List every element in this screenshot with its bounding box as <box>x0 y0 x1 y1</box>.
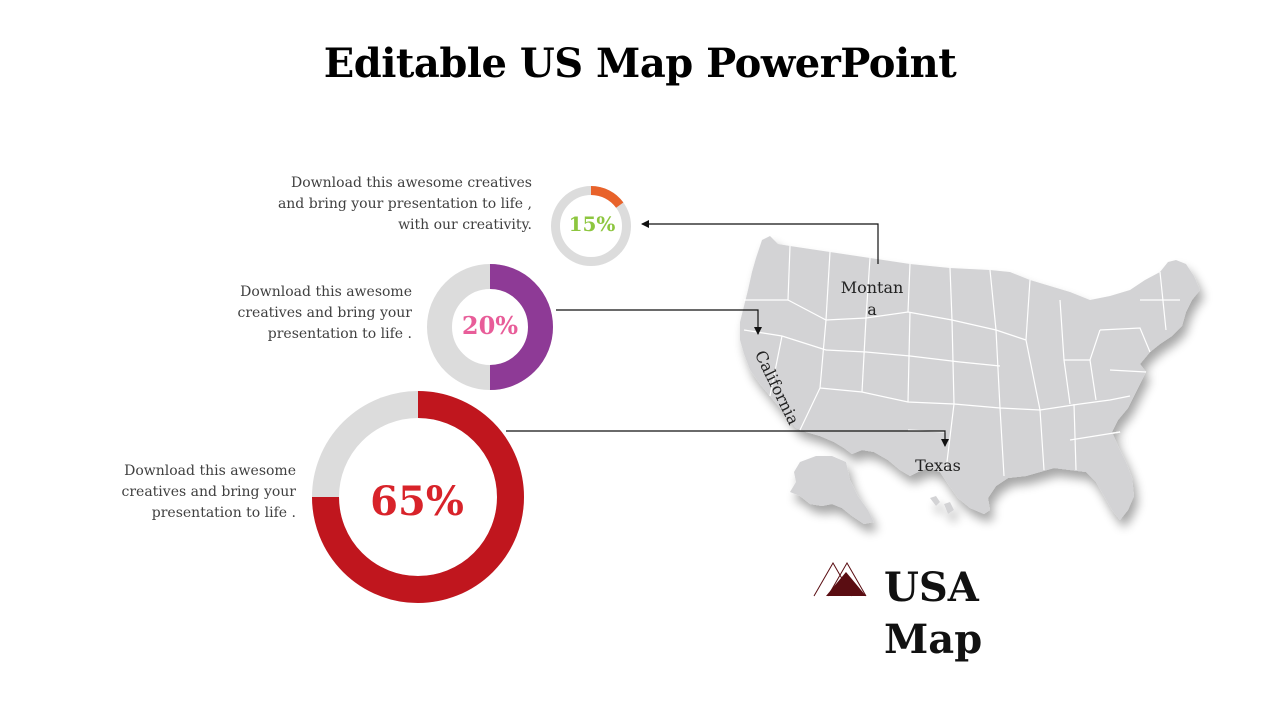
donut-ring-2 <box>427 264 553 390</box>
brand-line-1: USA <box>884 564 979 611</box>
description-3: Download this awesome creatives and brin… <box>121 463 296 521</box>
state-borders <box>743 245 1180 477</box>
donut-ring-1 <box>551 186 631 266</box>
map-label-montana: Montan a <box>840 278 904 319</box>
description-1: Download this awesome creatives and brin… <box>277 175 532 233</box>
us-map <box>740 236 1200 524</box>
donut-ring-3 <box>312 391 524 603</box>
logo-outline-2 <box>827 561 867 597</box>
brand-line-2: Map <box>884 616 983 663</box>
donut-arc-2 <box>489 264 553 390</box>
mountain-logo-icon <box>813 561 867 597</box>
connector-california <box>556 309 762 335</box>
logo-fill <box>826 572 866 596</box>
percent-label-3: 65% <box>370 478 464 525</box>
connector-montana <box>641 220 879 264</box>
contiguous-us-shape <box>740 236 1200 520</box>
donut-arc-1 <box>590 186 624 208</box>
brand-title: USA Map <box>884 562 982 666</box>
donut-arc-3 <box>312 391 524 603</box>
hawaii-shape <box>930 496 954 514</box>
slide-title: Editable US Map PowerPoint <box>323 40 957 87</box>
percent-label-2: 20% <box>461 311 519 340</box>
description-2: Download this awesome creatives and brin… <box>237 284 412 342</box>
map-label-texas: Texas <box>915 456 961 475</box>
connector-texas <box>506 430 949 447</box>
connector-lines <box>506 220 949 447</box>
percent-label-1: 15% <box>568 212 616 236</box>
alaska-shape <box>790 456 874 524</box>
